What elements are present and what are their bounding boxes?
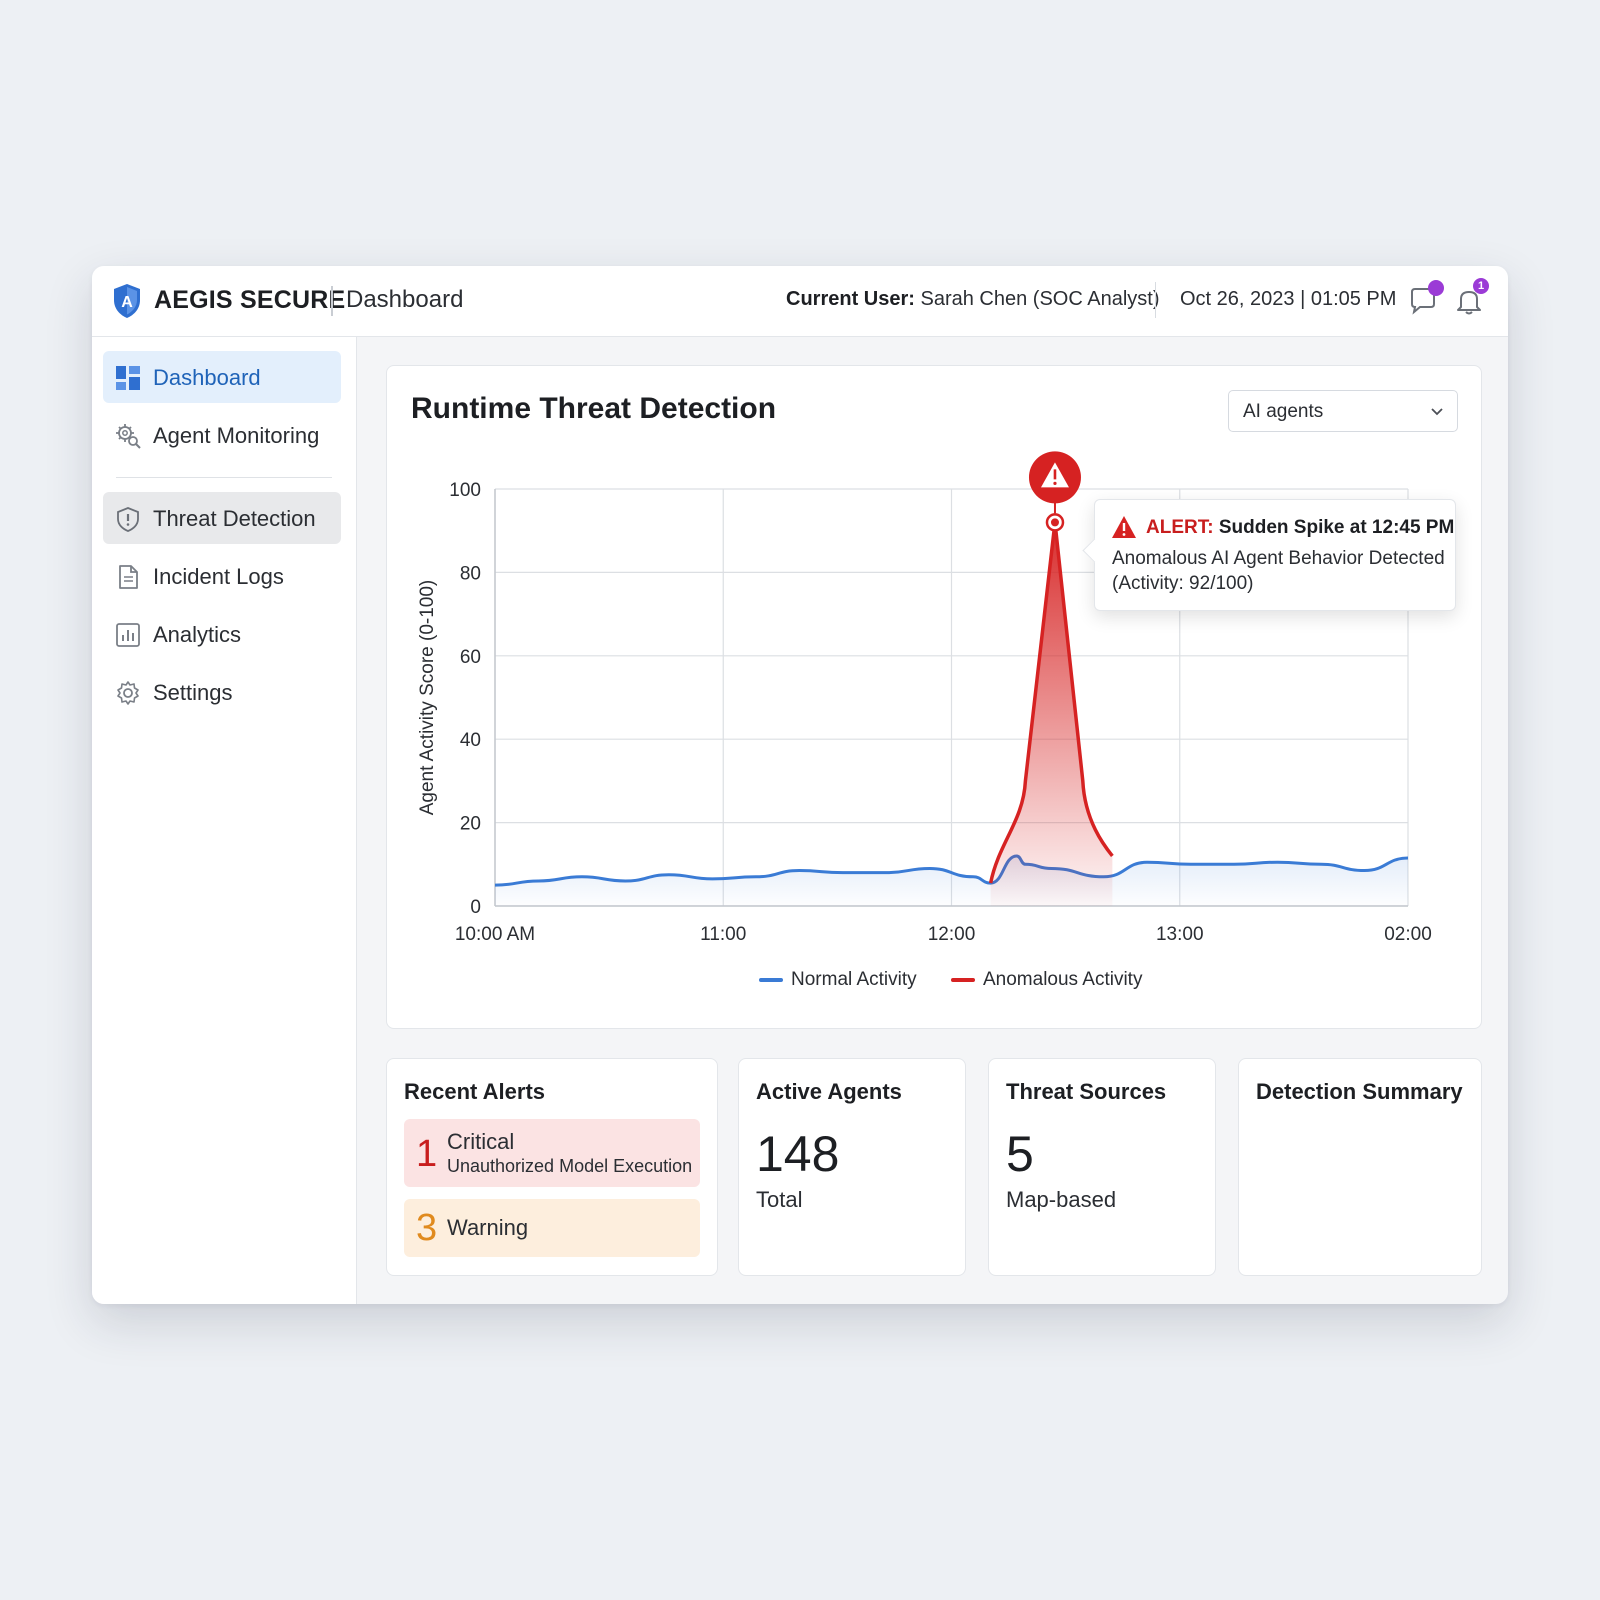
gear-search-icon xyxy=(116,424,141,449)
y-tick-label: 20 xyxy=(460,814,481,835)
tooltip-headline: ALERT: Sudden Spike at 12:45 PM xyxy=(1146,517,1454,539)
brand-name: AEGIS SECURE xyxy=(154,286,346,314)
sidebar-item-label: Dashboard xyxy=(153,365,261,390)
legend-label: Anomalous Activity xyxy=(983,969,1143,990)
activity-line-chart: 0 20 40 60 80 100 10:00 AM 11:00 12:00 13:00 02:00… xyxy=(417,451,1432,945)
dashboard-grid-icon xyxy=(116,366,140,390)
y-tick-label: 40 xyxy=(460,730,481,751)
sidebar-item-label: Settings xyxy=(153,680,233,705)
card-title: Threat Sources xyxy=(1006,1079,1167,1104)
chart-title: Runtime Threat Detection xyxy=(411,392,777,425)
threat-sources-sub: Map-based xyxy=(1006,1187,1117,1212)
card-title: Detection Summary xyxy=(1256,1079,1463,1104)
y-tick-label: 0 xyxy=(470,897,481,918)
svg-text:A: A xyxy=(121,294,133,311)
sidebar-divider xyxy=(116,477,332,478)
current-user-label: Current User: xyxy=(786,288,915,310)
sidebar-item-label: Incident Logs xyxy=(153,564,284,589)
tooltip-detail: Anomalous AI Agent Behavior Detected xyxy=(1112,548,1445,569)
sidebar-item-label: Agent Monitoring xyxy=(153,423,320,448)
sidebar-item-label: Analytics xyxy=(153,622,242,647)
document-icon xyxy=(119,565,138,589)
x-tick-label: 02:00 xyxy=(1384,924,1432,945)
y-tick-label: 80 xyxy=(460,563,481,584)
shield-logo-icon: A xyxy=(114,284,140,318)
sidebar-item-analytics[interactable]: Analytics xyxy=(103,608,341,660)
warning-triangle-icon xyxy=(1112,516,1136,538)
active-agents-card[interactable]: Active Agents 148 Total xyxy=(738,1058,966,1276)
tooltip-headline-text: Sudden Spike at 12:45 PM xyxy=(1218,517,1455,538)
shield-alert-icon xyxy=(117,507,139,532)
card-title: Active Agents xyxy=(756,1079,902,1104)
current-user: Current User: Sarah Chen (SOC Analyst) xyxy=(786,288,1159,311)
detection-summary-card[interactable]: Detection Summary xyxy=(1238,1058,1482,1276)
active-agents-sub: Total xyxy=(756,1187,803,1212)
normal-activity-area xyxy=(495,855,1408,906)
chat-badge xyxy=(1428,280,1444,296)
critical-detail: Unauthorized Model Execution xyxy=(447,1156,693,1176)
critical-count: 1 xyxy=(416,1133,438,1175)
sidebar: Dashboard Agent Monitoring Threat Detect… xyxy=(92,337,357,1304)
warning-count: 3 xyxy=(416,1207,438,1249)
recent-alerts-card: Recent Alerts 1 Critical Unauthorized Mo… xyxy=(386,1058,718,1276)
dropdown-value: AI agents xyxy=(1243,401,1324,422)
agent-filter-dropdown[interactable]: AI agents xyxy=(1228,390,1458,432)
tooltip-activity: (Activity: 92/100) xyxy=(1112,573,1254,594)
x-tick-label: 10:00 AM xyxy=(455,924,535,945)
legend-item-anomalous: Anomalous Activity xyxy=(951,969,1142,991)
warning-label: Warning xyxy=(447,1215,529,1240)
y-tick-label: 60 xyxy=(460,647,481,668)
brand-divider xyxy=(331,286,333,316)
y-axis-label: Agent Activity Score (0-100) xyxy=(417,580,438,816)
x-tick-label: 13:00 xyxy=(1156,924,1204,945)
chevron-down-icon xyxy=(1431,408,1443,416)
tooltip-alert-word: ALERT: xyxy=(1146,517,1214,538)
sidebar-item-label: Threat Detection xyxy=(153,506,316,531)
sidebar-item-dashboard[interactable]: Dashboard xyxy=(103,351,341,403)
warning-exclaim-dot xyxy=(1053,481,1057,485)
bell-badge: 1 xyxy=(1473,278,1489,294)
active-agents-value: 148 xyxy=(756,1126,840,1182)
gear-icon xyxy=(117,681,139,705)
anomalous-activity-line xyxy=(988,520,1114,884)
top-bar: A AEGIS SECURE Dashboard Current User: S… xyxy=(92,266,1508,337)
threat-sources-value: 5 xyxy=(1006,1126,1034,1182)
critical-label: Critical xyxy=(447,1129,515,1154)
legend-label: Normal Activity xyxy=(791,969,917,990)
threat-sources-card[interactable]: Threat Sources 5 Map-based xyxy=(988,1058,1216,1276)
sidebar-item-settings[interactable]: Settings xyxy=(103,666,341,718)
legend-swatch-normal xyxy=(759,977,783,982)
spike-alert-tooltip: ALERT: Sudden Spike at 12:45 PM Anomalou… xyxy=(1094,499,1456,611)
critical-alert-row[interactable]: 1 Critical Unauthorized Model Execution xyxy=(404,1119,700,1187)
y-tick-label: 100 xyxy=(449,480,481,501)
runtime-threat-chart-card: Runtime Threat Detection AI agents 0 20 40… xyxy=(386,365,1482,1029)
topbar-divider xyxy=(1155,282,1156,318)
bar-chart-icon xyxy=(116,623,140,647)
normal-activity-line xyxy=(494,854,1409,887)
spike-peak-dot xyxy=(1050,518,1059,527)
app-window: A AEGIS SECURE Dashboard Current User: S… xyxy=(92,266,1508,1304)
page-title: Dashboard xyxy=(346,286,464,313)
bell-icon[interactable] xyxy=(1452,284,1486,318)
sidebar-item-threat-detection[interactable]: Threat Detection xyxy=(103,492,341,544)
card-title: Recent Alerts xyxy=(404,1079,546,1104)
sidebar-item-incident-logs[interactable]: Incident Logs xyxy=(103,550,341,602)
x-tick-label: 11:00 xyxy=(700,924,746,945)
warning-alert-row[interactable]: 3 Warning xyxy=(404,1199,700,1257)
legend-item-normal: Normal Activity xyxy=(759,969,917,991)
legend-swatch-anomalous xyxy=(951,977,975,982)
chat-icon[interactable] xyxy=(1407,284,1441,318)
current-user-name: Sarah Chen (SOC Analyst) xyxy=(920,288,1160,310)
current-datetime: Oct 26, 2023 | 01:05 PM xyxy=(1180,288,1397,310)
x-tick-label: 12:00 xyxy=(928,924,976,945)
sidebar-item-agent-monitoring[interactable]: Agent Monitoring xyxy=(103,409,341,461)
